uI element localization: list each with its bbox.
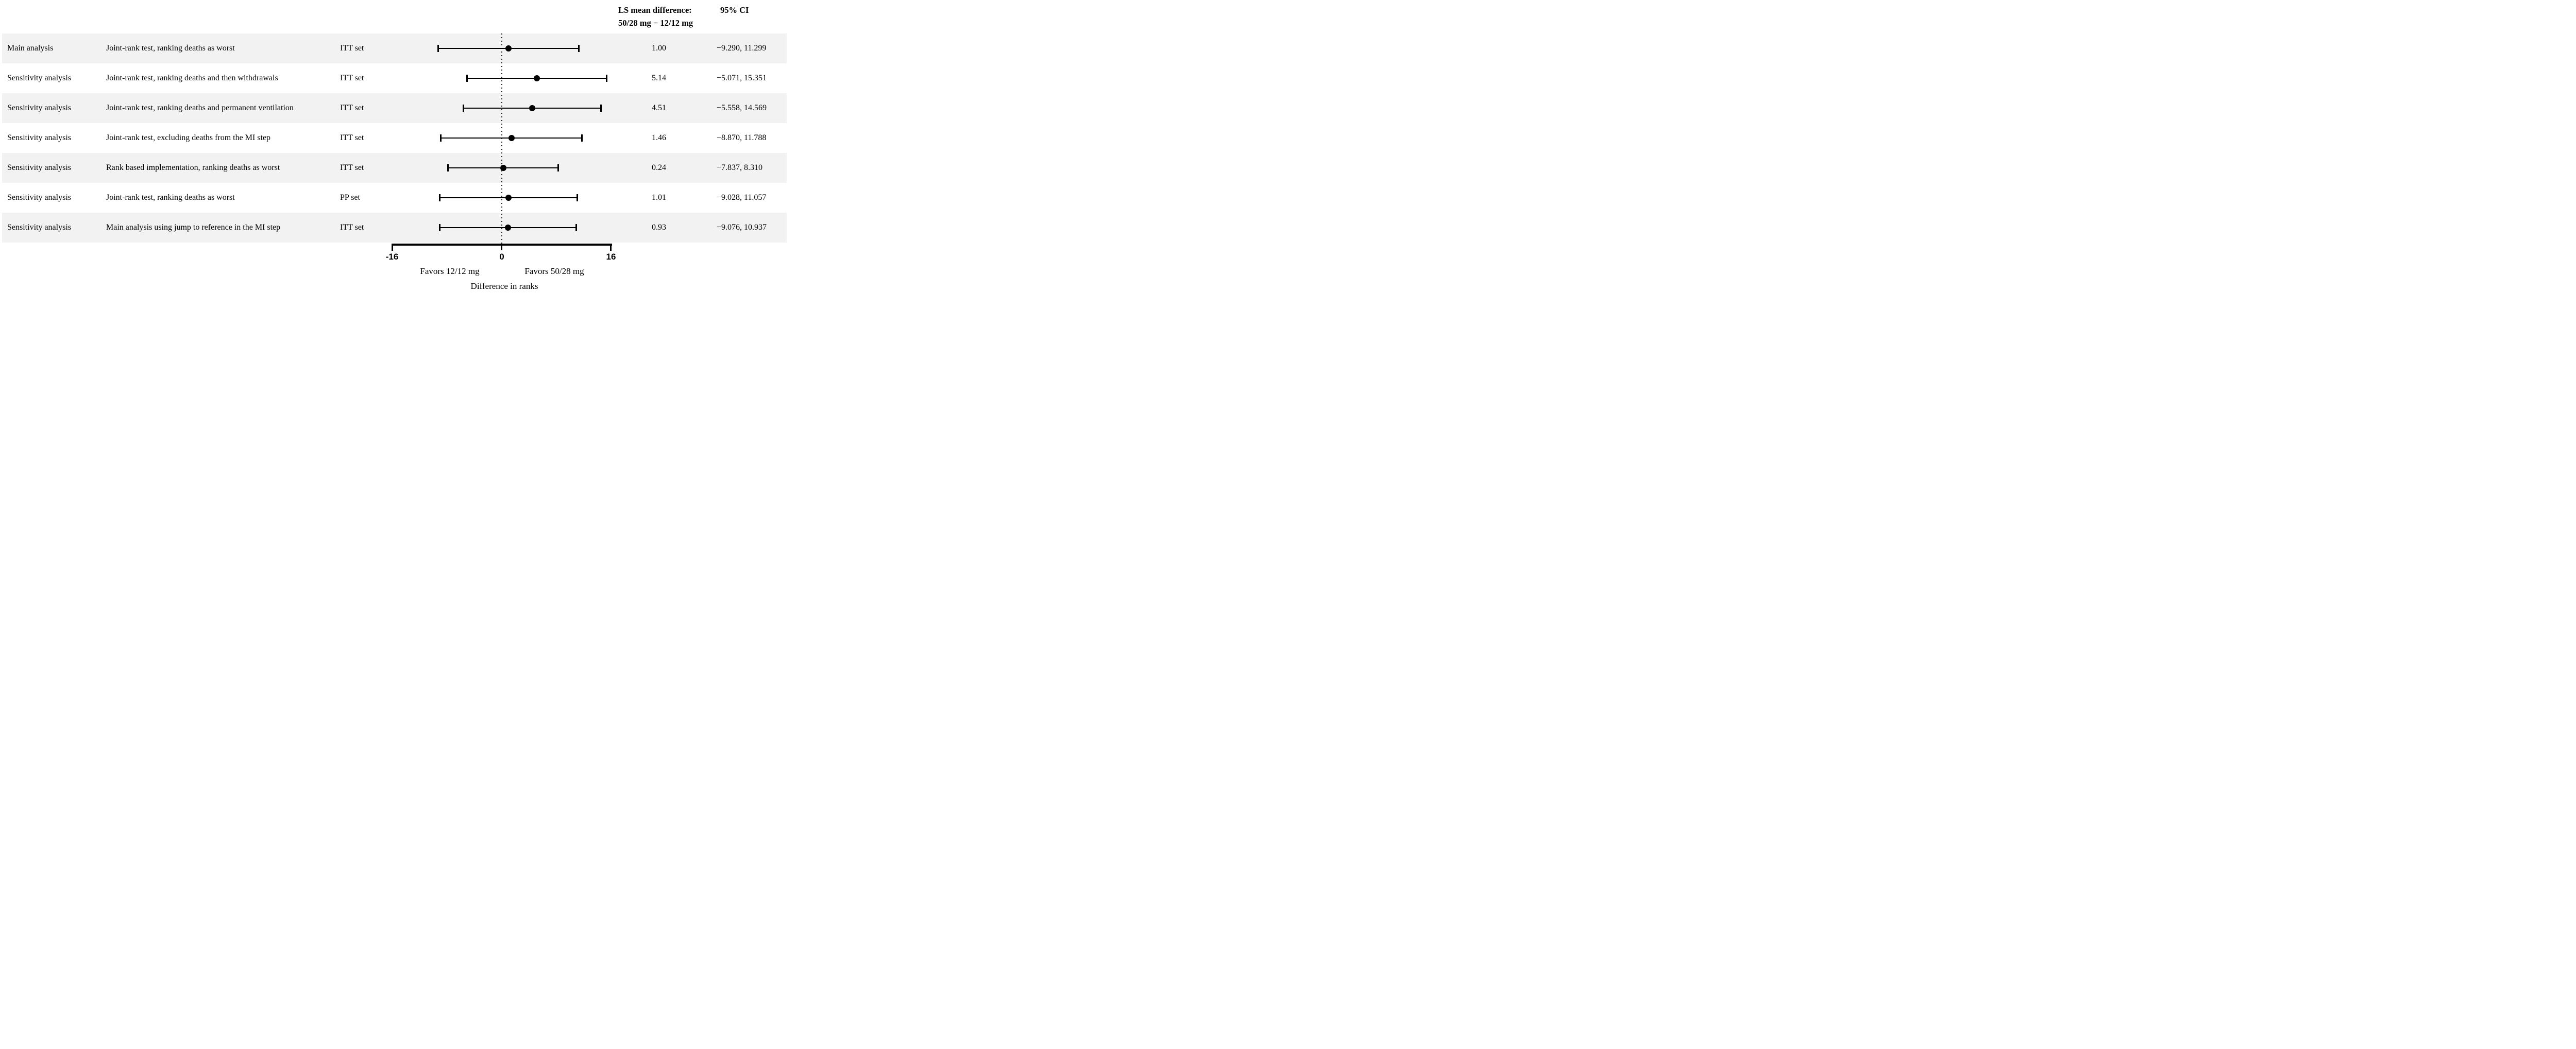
point-estimate-marker (533, 75, 540, 81)
point-estimate-marker (504, 225, 511, 231)
row-ci-value: −9.076, 10.937 (717, 223, 767, 232)
point-estimate-marker (508, 135, 515, 141)
ci-whisker-cap-low (466, 75, 468, 82)
row-ls-mean-value: 1.01 (652, 193, 666, 202)
row-description: Joint-rank test, ranking deaths as worst (106, 193, 235, 202)
x-tick-label-neg16: -16 (385, 252, 399, 262)
ci-whisker-cap-high (600, 105, 602, 112)
row-ci-value: −7.837, 8.310 (717, 163, 763, 172)
ls-mean-header-line1: LS mean difference: (618, 5, 692, 15)
ci-whisker-cap-high (576, 194, 578, 201)
point-estimate-marker (505, 195, 512, 201)
row-description: Joint-rank test, ranking deaths and perm… (106, 104, 294, 112)
row-description: Rank based implementation, ranking death… (106, 163, 280, 172)
table-row: Sensitivity analysis Rank based implemen… (2, 153, 787, 183)
x-axis-tick-center (501, 244, 503, 250)
row-analysis-type: Sensitivity analysis (7, 223, 71, 232)
table-row: Sensitivity analysis Joint-rank test, ra… (2, 183, 787, 213)
row-analysis-set: ITT set (340, 44, 364, 53)
row-ci-value: −9.290, 11.299 (717, 44, 767, 53)
row-analysis-set: ITT set (340, 74, 364, 82)
row-description: Joint-rank test, excluding deaths from t… (106, 133, 271, 142)
row-description: Main analysis using jump to reference in… (106, 223, 281, 232)
table-row: Sensitivity analysis Main analysis using… (2, 213, 787, 243)
row-analysis-type: Main analysis (7, 44, 54, 53)
column-header-95ci: 95% CI (720, 5, 749, 15)
ci-whisker-cap-low (437, 45, 439, 52)
row-ci-value: −5.071, 15.351 (717, 74, 767, 82)
row-analysis-set: ITT set (340, 163, 364, 172)
point-estimate-marker (529, 105, 536, 111)
row-ci-value: −8.870, 11.788 (717, 133, 767, 142)
x-axis-tick-right (610, 244, 612, 251)
x-tick-label-16: 16 (606, 252, 616, 262)
ci-whisker-cap-high (581, 134, 583, 142)
x-axis-title: Difference in ranks (470, 281, 538, 291)
row-analysis-type: Sensitivity analysis (7, 133, 71, 142)
table-row: Sensitivity analysis Joint-rank test, ra… (2, 63, 787, 93)
ci-whisker-cap-low (440, 134, 442, 142)
ls-mean-header-line2: 50/28 mg − 12/12 mg (618, 18, 693, 28)
row-ls-mean-value: 4.51 (652, 104, 666, 112)
row-analysis-type: Sensitivity analysis (7, 193, 71, 202)
point-estimate-marker (505, 45, 512, 51)
favors-right-label: Favors 50/28 mg (524, 266, 584, 276)
ci-whisker-cap-low (439, 194, 441, 201)
row-analysis-type: Sensitivity analysis (7, 104, 71, 112)
row-description: Joint-rank test, ranking deaths as worst (106, 44, 235, 53)
column-header-ls-mean: LS mean difference: 50/28 mg − 12/12 mg (618, 4, 693, 29)
row-ls-mean-value: 5.14 (652, 74, 666, 82)
row-ci-value: −5.558, 14.569 (717, 104, 767, 112)
row-ci-value: −9.028, 11.057 (717, 193, 767, 202)
ci-whisker-cap-high (557, 164, 560, 171)
ci-whisker-cap-low (463, 105, 465, 112)
forest-plot-figure: LS mean difference: 50/28 mg − 12/12 mg 9… (0, 0, 791, 294)
ci-whisker-cap-high (578, 45, 580, 52)
row-ls-mean-value: 0.93 (652, 223, 666, 232)
ci-whisker-cap-high (575, 224, 578, 231)
row-ls-mean-value: 1.00 (652, 44, 666, 53)
ci-whisker-cap-low (447, 164, 449, 171)
row-analysis-type: Sensitivity analysis (7, 74, 71, 82)
row-analysis-set: ITT set (340, 133, 364, 142)
x-tick-label-0: 0 (499, 252, 504, 262)
row-analysis-set: ITT set (340, 223, 364, 232)
point-estimate-marker (500, 165, 506, 171)
row-description: Joint-rank test, ranking deaths and then… (106, 74, 278, 82)
table-row: Sensitivity analysis Joint-rank test, ra… (2, 93, 787, 123)
row-ls-mean-value: 0.24 (652, 163, 666, 172)
zero-reference-line (501, 33, 502, 244)
table-row: Main analysis Joint-rank test, ranking d… (2, 33, 787, 63)
table-row: Sensitivity analysis Joint-rank test, ex… (2, 123, 787, 153)
row-ls-mean-value: 1.46 (652, 133, 666, 142)
row-analysis-set: ITT set (340, 104, 364, 112)
row-analysis-type: Sensitivity analysis (7, 163, 71, 172)
ci-whisker-cap-low (438, 224, 440, 231)
favors-left-label: Favors 12/12 mg (420, 266, 480, 276)
row-analysis-set: PP set (340, 193, 360, 202)
x-axis-tick-left (391, 244, 393, 251)
ci-whisker-cap-high (605, 75, 607, 82)
